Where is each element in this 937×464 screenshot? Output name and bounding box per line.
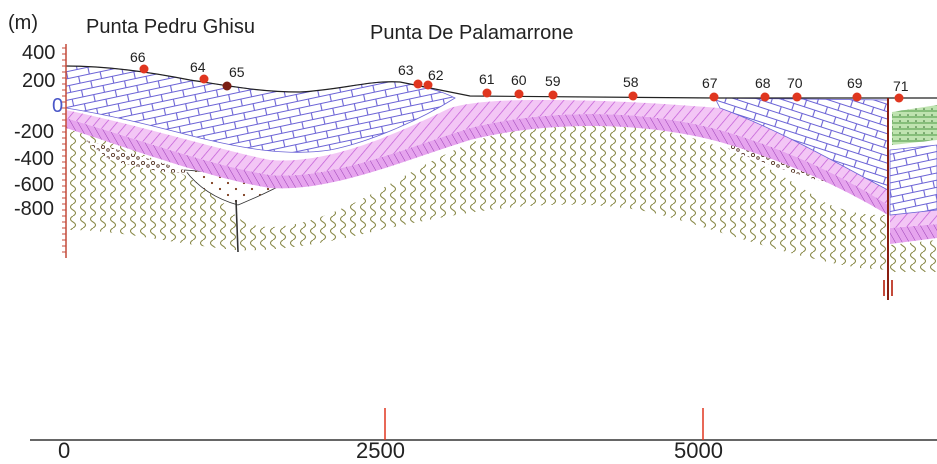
place-label-punta-de-palamarrone: Punta De Palamarrone: [370, 22, 574, 44]
schist-right: [890, 240, 937, 272]
sample-point-marker: [514, 89, 524, 99]
sample-point-label: 63: [398, 62, 414, 78]
sample-point-label: 61: [479, 71, 495, 87]
x-tick-label: 0: [58, 438, 71, 463]
sample-point-label: 70: [787, 75, 803, 91]
sample-point-marker: [413, 79, 423, 89]
sample-point-marker: [628, 91, 638, 101]
sample-point-label: 62: [428, 67, 444, 83]
sample-point-label: 71: [893, 78, 909, 94]
sample-point-label: 58: [623, 74, 639, 90]
x-tick-label: 5000: [674, 438, 723, 463]
sample-point-marker: [792, 92, 802, 102]
sample-points: [139, 64, 904, 103]
sample-point-label: 69: [847, 75, 863, 91]
magenta-band: [66, 114, 888, 215]
magenta-band-right: [890, 224, 937, 244]
sample-point-marker: [548, 90, 558, 100]
y-tick-marks: [62, 47, 66, 253]
place-label-punta-pedru-ghisu: Punta Pedru Ghisu: [86, 16, 255, 38]
sample-point-marker: [894, 93, 904, 103]
sample-point-label: 59: [545, 73, 561, 89]
limestone-far-right: [889, 144, 937, 216]
y-tick-label: -800: [14, 198, 55, 220]
limestone-right: [714, 97, 889, 191]
sample-point-label: 64: [190, 59, 206, 75]
gravel-lens-left: [85, 140, 190, 173]
sample-point-label: 66: [130, 49, 146, 65]
sample-point-label: 60: [511, 72, 527, 88]
sample-point-marker: [222, 81, 232, 91]
y-tick-label: 200: [22, 70, 56, 92]
y-axis-unit: (m): [8, 12, 38, 34]
sample-point-label: 68: [755, 75, 771, 91]
y-tick-label: 400: [22, 42, 56, 64]
vertical-crack: [235, 199, 239, 253]
y-tick-label: 0: [52, 95, 64, 117]
green-block: [892, 105, 937, 145]
sample-point-label: 65: [229, 64, 245, 80]
sample-point-marker: [482, 88, 492, 98]
y-tick-label: -600: [14, 174, 55, 196]
sample-point-marker: [709, 92, 719, 102]
sample-point-marker: [423, 80, 433, 90]
pink-right: [890, 210, 937, 228]
sample-point-marker: [199, 74, 209, 84]
x-tick-label: 2500: [356, 438, 405, 463]
sample-point-marker: [760, 92, 770, 102]
schist-layer: [70, 121, 888, 270]
pink-layer: [66, 100, 888, 205]
sample-point-marker: [139, 64, 149, 74]
sample-point-marker: [852, 92, 862, 102]
y-tick-label: -400: [14, 148, 55, 170]
y-tick-label: -200: [14, 121, 55, 143]
sample-point-label: 67: [702, 75, 718, 91]
